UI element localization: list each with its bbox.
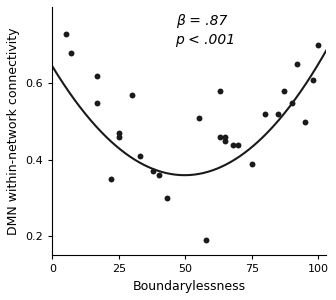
- Point: [249, 161, 254, 166]
- Point: [262, 112, 268, 116]
- Point: [156, 173, 161, 178]
- Point: [164, 196, 169, 200]
- Point: [289, 100, 294, 105]
- Text: β = .87
p < .001: β = .87 p < .001: [175, 14, 236, 47]
- Point: [217, 134, 222, 139]
- Point: [116, 134, 121, 139]
- Point: [302, 119, 307, 124]
- Point: [276, 112, 281, 116]
- Y-axis label: DMN within-network connectivity: DMN within-network connectivity: [7, 28, 20, 235]
- Point: [204, 238, 209, 243]
- Point: [129, 92, 135, 97]
- Point: [310, 77, 316, 82]
- Point: [137, 154, 143, 158]
- Point: [196, 116, 201, 120]
- Point: [116, 131, 121, 136]
- Point: [63, 31, 68, 36]
- Point: [230, 142, 236, 147]
- Point: [281, 89, 286, 94]
- Point: [108, 177, 114, 182]
- X-axis label: Boundarylessness: Boundarylessness: [133, 280, 246, 293]
- Point: [222, 138, 228, 143]
- Point: [236, 142, 241, 147]
- Point: [68, 50, 74, 55]
- Point: [222, 134, 228, 139]
- Point: [95, 74, 100, 78]
- Point: [95, 100, 100, 105]
- Point: [294, 62, 300, 67]
- Point: [316, 43, 321, 48]
- Point: [217, 89, 222, 94]
- Point: [151, 169, 156, 174]
